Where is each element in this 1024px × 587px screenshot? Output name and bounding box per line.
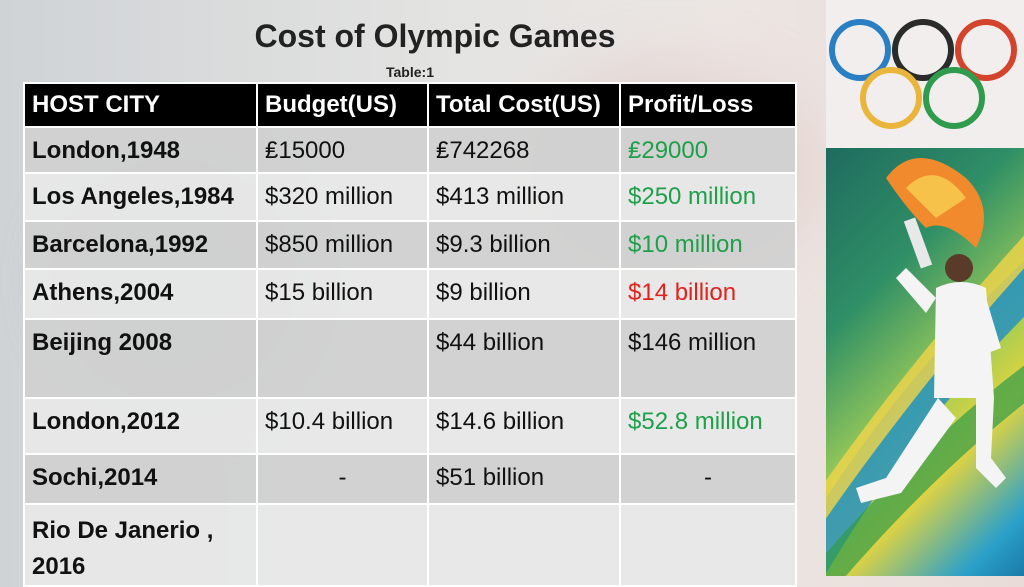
header-budget: Budget(US): [256, 82, 429, 128]
cell-budget: $15 billion: [256, 268, 429, 320]
cell-city: Rio De Janerio , 2016: [23, 503, 258, 587]
table-row: Barcelona,1992 $850 million $9.3 billion…: [23, 220, 797, 270]
decorative-side-panel: [826, 0, 1024, 576]
cell-profit-loss: $250 million: [619, 172, 797, 222]
cell-total-cost: ₤742268: [427, 126, 621, 174]
olympic-rings-logo: [826, 0, 1024, 148]
cell-city: Barcelona,1992: [23, 220, 258, 270]
table-row: London,2012 $10.4 billion $14.6 billion …: [23, 397, 797, 455]
cell-city: Beijing 2008: [23, 318, 258, 399]
table-header-row: HOST CITY Budget(US) Total Cost(US) Prof…: [23, 82, 797, 128]
page-title: Cost of Olympic Games: [254, 18, 616, 54]
cell-city: Athens,2004: [23, 268, 258, 320]
cell-city: London,1948: [23, 126, 258, 174]
cell-city: Sochi,2014: [23, 453, 258, 505]
cell-city: London,2012: [23, 397, 258, 455]
olympic-cost-table: HOST CITY Budget(US) Total Cost(US) Prof…: [23, 82, 797, 587]
table-row: Athens,2004 $15 billion $9 billion $14 b…: [23, 268, 797, 320]
cell-profit-loss: -: [619, 453, 797, 505]
cell-total-cost: $44 billion: [427, 318, 621, 399]
cell-profit-loss: ₤29000: [619, 126, 797, 174]
cell-budget: -: [256, 453, 429, 505]
table-row: London,1948 ₤15000 ₤742268 ₤29000: [23, 126, 797, 174]
cell-profit-loss: $52.8 million: [619, 397, 797, 455]
table-row: Los Angeles,1984 $320 million $413 milli…: [23, 172, 797, 222]
cell-total-cost: $9.3 billion: [427, 220, 621, 270]
header-profit-loss: Profit/Loss: [619, 82, 797, 128]
header-total-cost: Total Cost(US): [427, 82, 621, 128]
cell-profit-loss: $10 million: [619, 220, 797, 270]
cell-profit-loss: [619, 503, 797, 587]
header-host-city: HOST CITY: [23, 82, 258, 128]
cell-budget: $320 million: [256, 172, 429, 222]
cell-total-cost: $9 billion: [427, 268, 621, 320]
table-row: Rio De Janerio , 2016: [23, 503, 797, 587]
cell-profit-loss: $146 million: [619, 318, 797, 399]
cell-city: Los Angeles,1984: [23, 172, 258, 222]
table-row: Beijing 2008 $44 billion $146 million: [23, 318, 797, 399]
cell-budget: $850 million: [256, 220, 429, 270]
cell-budget: [256, 503, 429, 587]
cell-total-cost: $14.6 billion: [427, 397, 621, 455]
cell-total-cost: $413 million: [427, 172, 621, 222]
cell-profit-loss: $14 billion: [619, 268, 797, 320]
cell-budget: [256, 318, 429, 399]
cell-total-cost: [427, 503, 621, 587]
cell-budget: $10.4 billion: [256, 397, 429, 455]
cell-total-cost: $51 billion: [427, 453, 621, 505]
table-caption: Table:1: [386, 64, 434, 80]
torch-bearer-illustration: [826, 148, 1024, 576]
cell-budget: ₤15000: [256, 126, 429, 174]
table-row: Sochi,2014 - $51 billion -: [23, 453, 797, 505]
